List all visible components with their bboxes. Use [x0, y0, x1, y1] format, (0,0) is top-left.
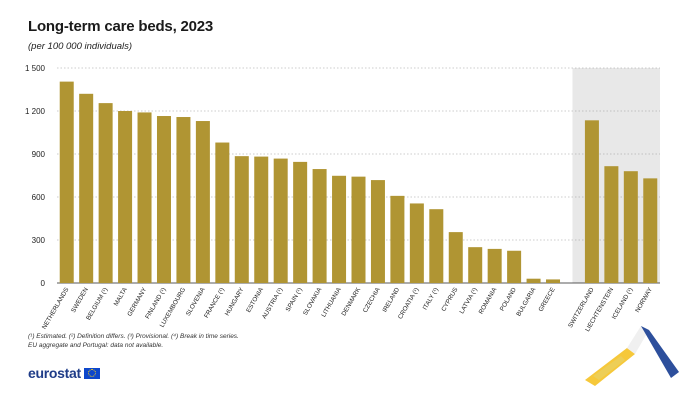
bar	[507, 250, 522, 283]
x-tick-label: IRELAND	[381, 286, 401, 314]
y-tick-label: 1 200	[25, 107, 46, 116]
eurostat-logo: eurostat	[28, 365, 100, 381]
bar	[332, 175, 347, 283]
y-tick-label: 900	[32, 150, 46, 159]
bar	[370, 180, 385, 283]
bar	[98, 103, 113, 283]
x-tick-label: SPAIN (¹)	[285, 287, 304, 313]
x-tick-label: GREECE	[537, 287, 556, 314]
footnotes: (¹) Estimated. (²) Definition differs. (…	[28, 333, 368, 350]
x-tick-label: ESTONIA	[245, 286, 265, 314]
bar	[546, 279, 561, 283]
x-tick-label: BULGARIA	[515, 286, 537, 318]
bar	[234, 156, 249, 283]
bar	[390, 195, 405, 283]
x-tick-label: ITALY (¹)	[422, 287, 440, 312]
x-tick-label: DENMARK	[340, 286, 362, 317]
x-tick-label: ROMANIA	[478, 286, 499, 316]
x-tick-label: SWEDEN	[70, 286, 90, 314]
x-tick-label: NORWAY	[634, 286, 654, 314]
x-tick-label: CROATIA (¹)	[397, 287, 421, 321]
bar	[312, 169, 327, 283]
x-tick-label: NETHERLANDS	[41, 287, 71, 331]
x-tick-label: CYPRUS	[440, 287, 459, 313]
footnote-line: (¹) Estimated. (²) Definition differs. (…	[28, 333, 239, 340]
chart-subtitle: (per 100 000 individuals)	[28, 41, 133, 52]
bar	[176, 117, 191, 284]
x-tick-label: MALTA	[113, 286, 129, 308]
x-tick-label: FRANCE (¹)	[203, 287, 226, 320]
x-tick-label: POLAND	[499, 286, 518, 312]
bar	[604, 166, 619, 283]
brand-text: eurostat	[28, 365, 81, 381]
footnote-line: EU aggregate and Portugal: data not avai…	[28, 341, 164, 349]
eu-flag-icon	[83, 367, 100, 379]
bar	[643, 178, 658, 283]
x-tick-label: SLOVENIA	[185, 286, 207, 317]
y-tick-label: 600	[32, 193, 46, 202]
x-tick-label: HUNGARY	[224, 286, 246, 317]
bar	[59, 81, 74, 283]
bar	[293, 161, 308, 283]
y-tick-label: 0	[41, 279, 46, 288]
bar	[448, 232, 463, 283]
x-tick-label: LATVIA (¹)	[458, 287, 479, 316]
bar	[79, 93, 94, 283]
bar	[351, 176, 366, 283]
bar	[468, 247, 483, 283]
chart-title: Long-term care beds, 2023	[28, 18, 214, 35]
x-tick-label: GERMANY	[126, 286, 148, 318]
bar	[254, 156, 269, 283]
x-tick-label: AUSTRIA (¹)	[261, 287, 285, 321]
x-tick-label: CZECHIA	[362, 286, 382, 314]
bar	[526, 278, 541, 283]
bar	[623, 171, 638, 283]
y-tick-label: 300	[32, 236, 46, 245]
y-tick-label: 1 500	[25, 64, 46, 73]
bar	[584, 120, 599, 283]
x-tick-label: SLOVAKIA	[302, 286, 324, 317]
bar	[156, 116, 171, 284]
bar	[487, 248, 502, 283]
bar	[429, 209, 444, 283]
bar	[409, 203, 424, 283]
bar	[195, 121, 210, 284]
bar	[118, 111, 133, 283]
bar	[273, 158, 288, 283]
bar	[215, 142, 230, 283]
x-tick-label: ICELAND (¹)	[611, 287, 635, 321]
decorative-ribbon-icon	[585, 326, 679, 386]
bar	[137, 112, 152, 283]
